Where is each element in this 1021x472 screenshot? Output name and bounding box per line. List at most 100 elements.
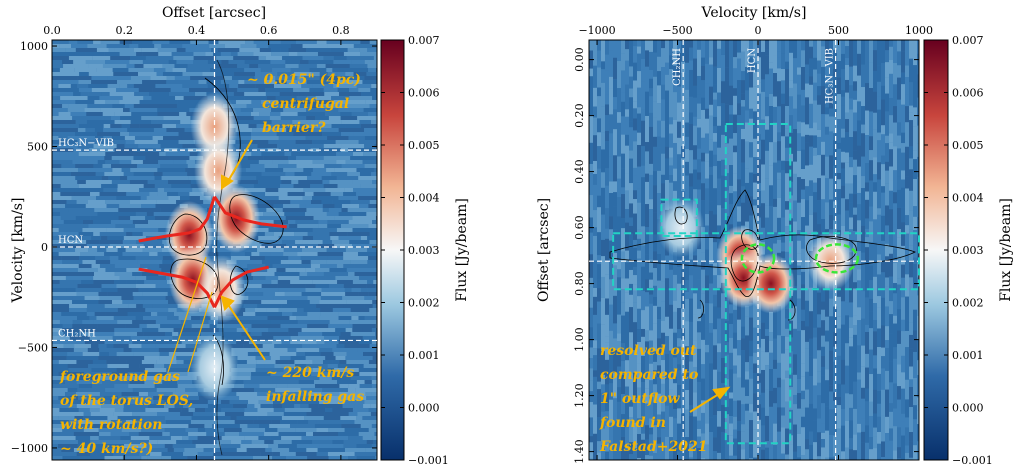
right-noise-cell	[809, 46, 813, 59]
right-noise-cell	[741, 106, 745, 129]
right-noise-cell	[637, 458, 641, 460]
right-noise-cell	[641, 177, 645, 204]
right-noise-cell	[593, 160, 597, 174]
left-noise-cell	[162, 432, 170, 436]
left-noise-cell	[237, 408, 245, 412]
right-noise-cell	[729, 415, 733, 424]
left-noise-cell	[151, 376, 176, 380]
right-noise-cell	[757, 183, 761, 191]
right-noise-cell	[673, 252, 677, 275]
left-noise-cell	[278, 276, 300, 280]
left-noise-cell	[113, 452, 140, 456]
right-noise-cell	[889, 46, 893, 60]
left-noise-cell	[114, 328, 143, 332]
left-noise-cell	[281, 180, 292, 184]
left-noise-cell	[99, 264, 115, 268]
left-noise-cell	[349, 64, 368, 68]
right-noise-cell	[661, 183, 665, 204]
left-noise-cell	[88, 72, 114, 76]
right-noise-cell	[733, 416, 737, 430]
right-noise-cell	[761, 322, 765, 339]
annot-resolved-line4: found in	[599, 415, 666, 431]
right-noise-cell	[901, 187, 905, 208]
left-noise-cell	[76, 292, 99, 296]
left-noise-cell	[97, 212, 105, 216]
left-noise-cell	[356, 456, 376, 460]
left-noise-cell	[143, 96, 152, 100]
right-noise-cell	[693, 340, 697, 367]
right-noise-cell	[725, 123, 729, 144]
right-noise-cell	[849, 449, 853, 460]
left-noise-cell	[130, 336, 149, 340]
left-noise-cell	[58, 228, 83, 232]
left-noise-cell	[158, 228, 166, 232]
left-noise-cell	[229, 84, 239, 88]
left-noise-cell	[213, 52, 221, 56]
right-noise-cell	[765, 365, 769, 390]
left-noise-cell	[82, 320, 94, 324]
right-noise-cell	[621, 436, 625, 448]
right-noise-cell	[645, 233, 649, 255]
left-noise-cell	[289, 316, 297, 320]
right-noise-cell	[753, 373, 757, 394]
left-noise-cell	[270, 112, 281, 116]
right-noise-cell	[617, 288, 621, 315]
right-noise-cell	[829, 88, 833, 109]
right-noise-cell	[589, 68, 593, 77]
right-noise-cell	[897, 229, 901, 238]
left-noise-cell	[105, 152, 134, 156]
left-noise-cell	[342, 376, 351, 380]
left-noise-cell	[236, 392, 258, 396]
left-noise-cell	[153, 104, 177, 108]
left-noise-cell	[338, 432, 359, 436]
right-noise-cell	[617, 197, 621, 217]
right-noise-cell	[845, 447, 849, 460]
left-noise-cell	[130, 168, 158, 172]
right-noise-cell	[761, 425, 765, 450]
left-noise-cell	[306, 48, 331, 52]
right-noise-cell	[649, 259, 653, 273]
left-noise-cell	[375, 216, 377, 220]
right-noise-cell	[901, 388, 905, 414]
left-noise-cell	[311, 172, 332, 176]
left-noise-cell	[310, 148, 320, 152]
right-noise-cell	[629, 399, 633, 407]
right-noise-cell	[721, 431, 725, 448]
right-noise-cell	[709, 150, 713, 167]
left-noise-cell	[323, 144, 342, 148]
left-noise-cell	[225, 404, 234, 408]
left-noise-cell	[141, 228, 159, 232]
right-noise-cell	[765, 116, 769, 130]
right-noise-cell	[857, 145, 861, 167]
left-noise-cell	[122, 252, 150, 256]
right-noise-cell	[865, 67, 869, 84]
left-noise-cell	[273, 204, 283, 208]
left-noise-cell	[360, 92, 377, 96]
left-noise-cell	[364, 144, 375, 148]
left-noise-cell	[85, 204, 107, 208]
right-noise-cell	[801, 89, 805, 106]
left-noise-cell	[297, 144, 324, 148]
left-noise-cell	[267, 412, 284, 416]
right-noise-cell	[785, 147, 789, 162]
left-noise-cell	[296, 348, 320, 352]
left-noise-cell	[236, 328, 248, 332]
arrow-infall	[226, 302, 266, 361]
right-noise-cell	[701, 433, 705, 458]
right-noise-cell	[853, 131, 857, 151]
left-noise-cell	[244, 80, 265, 84]
right-noise-cell	[857, 456, 861, 460]
right-noise-cell	[601, 187, 605, 215]
right-noise-cell	[773, 338, 777, 360]
right-noise-cell	[893, 262, 897, 284]
left-noise-cell	[168, 60, 177, 64]
left-noise-cell	[364, 380, 372, 384]
right-noise-cell	[749, 118, 753, 143]
left-noise-cell	[323, 56, 334, 60]
right-noise-cell	[813, 147, 817, 156]
left-noise-cell	[128, 384, 155, 388]
right-noise-cell	[637, 113, 641, 133]
right-noise-cell	[737, 159, 741, 180]
right-noise-cell	[605, 451, 609, 460]
right-noise-cell	[613, 295, 617, 324]
